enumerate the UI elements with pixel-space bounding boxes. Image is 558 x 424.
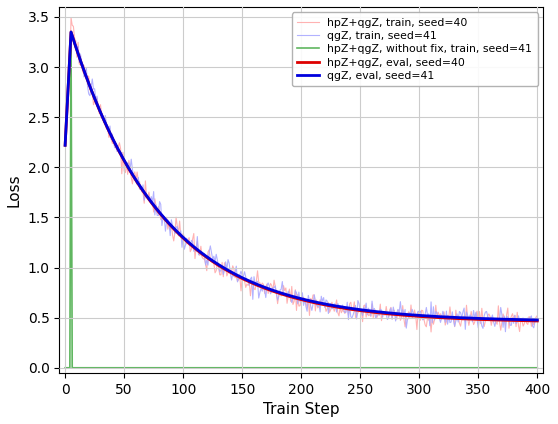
hpZ+qgZ, eval, seed=40: [321, 302, 328, 307]
qgZ, eval, seed=41: [534, 318, 541, 323]
hpZ+qgZ, eval, seed=40: [409, 313, 416, 318]
Line: hpZ+qgZ, without fix, train, seed=41: hpZ+qgZ, without fix, train, seed=41: [65, 32, 537, 368]
hpZ+qgZ, without fix, train, seed=41: [300, 365, 307, 370]
qgZ, eval, seed=41: [233, 272, 239, 277]
hpZ+qgZ, train, seed=40: [300, 295, 307, 300]
hpZ+qgZ, without fix, train, seed=41: [364, 365, 371, 370]
hpZ+qgZ, train, seed=40: [321, 301, 328, 307]
hpZ+qgZ, eval, seed=40: [364, 309, 371, 314]
qgZ, train, seed=41: [321, 305, 328, 310]
hpZ+qgZ, without fix, train, seed=41: [409, 365, 416, 370]
hpZ+qgZ, without fix, train, seed=41: [233, 365, 239, 370]
qgZ, train, seed=41: [233, 264, 239, 269]
hpZ+qgZ, eval, seed=40: [124, 165, 131, 170]
qgZ, train, seed=41: [300, 303, 307, 308]
qgZ, train, seed=41: [502, 329, 509, 334]
qgZ, train, seed=41: [62, 143, 69, 148]
hpZ+qgZ, eval, seed=40: [233, 273, 239, 278]
Legend: hpZ+qgZ, train, seed=40, qgZ, train, seed=41, hpZ+qgZ, without fix, train, seed=: hpZ+qgZ, train, seed=40, qgZ, train, see…: [292, 12, 538, 86]
qgZ, train, seed=41: [69, 31, 75, 36]
hpZ+qgZ, train, seed=40: [409, 316, 416, 321]
qgZ, eval, seed=41: [300, 297, 307, 302]
hpZ+qgZ, train, seed=40: [62, 143, 69, 148]
hpZ+qgZ, without fix, train, seed=41: [124, 365, 131, 370]
hpZ+qgZ, train, seed=40: [124, 172, 131, 177]
hpZ+qgZ, without fix, train, seed=41: [321, 365, 328, 370]
qgZ, eval, seed=41: [364, 308, 371, 313]
Line: hpZ+qgZ, train, seed=40: hpZ+qgZ, train, seed=40: [65, 17, 537, 332]
Line: qgZ, train, seed=41: qgZ, train, seed=41: [65, 33, 537, 332]
hpZ+qgZ, train, seed=40: [233, 274, 239, 279]
hpZ+qgZ, eval, seed=40: [62, 143, 69, 148]
hpZ+qgZ, train, seed=40: [534, 313, 541, 318]
hpZ+qgZ, train, seed=40: [68, 15, 74, 20]
Line: hpZ+qgZ, eval, seed=40: hpZ+qgZ, eval, seed=40: [65, 32, 537, 321]
hpZ+qgZ, without fix, train, seed=41: [62, 365, 69, 370]
hpZ+qgZ, eval, seed=40: [300, 298, 307, 303]
hpZ+qgZ, eval, seed=40: [534, 318, 541, 324]
qgZ, eval, seed=41: [124, 164, 131, 169]
Y-axis label: Loss: Loss: [7, 173, 22, 206]
qgZ, train, seed=41: [124, 160, 131, 165]
qgZ, eval, seed=41: [409, 312, 416, 318]
Line: qgZ, eval, seed=41: qgZ, eval, seed=41: [65, 32, 537, 320]
qgZ, train, seed=41: [409, 307, 416, 312]
qgZ, eval, seed=41: [321, 301, 328, 307]
qgZ, train, seed=41: [364, 312, 371, 318]
hpZ+qgZ, without fix, train, seed=41: [68, 29, 74, 34]
X-axis label: Train Step: Train Step: [263, 402, 339, 417]
hpZ+qgZ, eval, seed=40: [68, 29, 74, 34]
hpZ+qgZ, without fix, train, seed=41: [534, 365, 541, 370]
qgZ, eval, seed=41: [68, 29, 74, 34]
hpZ+qgZ, train, seed=40: [364, 307, 371, 312]
hpZ+qgZ, train, seed=40: [428, 329, 435, 335]
qgZ, eval, seed=41: [62, 143, 69, 148]
qgZ, train, seed=41: [534, 315, 541, 321]
